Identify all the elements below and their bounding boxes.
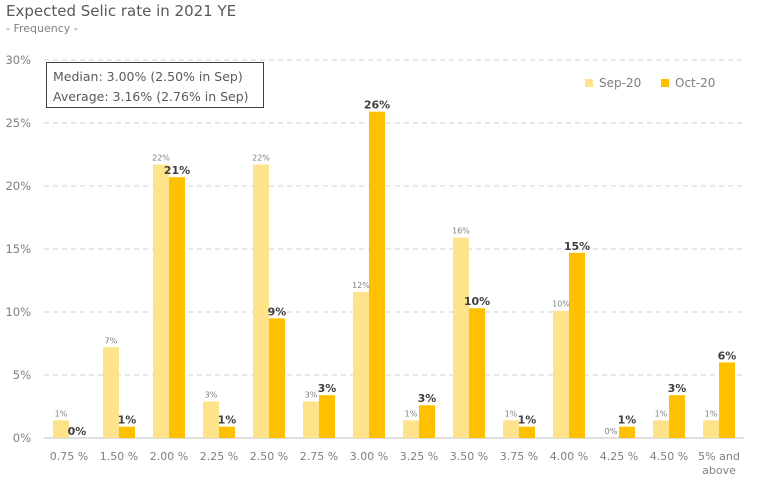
bar-sep xyxy=(453,237,469,438)
y-tick-label: 5% xyxy=(13,368,31,382)
data-label-sep: 1% xyxy=(655,409,668,418)
data-label-sep: 22% xyxy=(152,154,170,163)
bar-oct xyxy=(519,426,535,438)
data-label-sep: 1% xyxy=(705,409,718,418)
y-tick-label: 30% xyxy=(5,53,31,67)
legend-item-sep: Sep-20 xyxy=(585,76,641,90)
x-tick-label: 1.50 % xyxy=(100,450,138,463)
bar-sep xyxy=(353,291,369,438)
stats-annotation-box: Median: 3.00% (2.50% in Sep) Average: 3.… xyxy=(46,62,264,108)
bar-sep xyxy=(553,310,569,438)
x-tick-label: 2.50 % xyxy=(250,450,288,463)
data-label-oct: 10% xyxy=(464,295,490,308)
bar-sep xyxy=(403,420,419,438)
data-label-sep: 1% xyxy=(55,409,68,418)
bar-oct xyxy=(669,395,685,438)
legend-swatch-sep xyxy=(585,79,593,87)
bar-sep xyxy=(53,420,69,438)
y-tick-label: 10% xyxy=(5,305,31,319)
data-label-sep: 3% xyxy=(305,390,318,399)
x-tick-label: 2.75 % xyxy=(300,450,338,463)
data-label-oct: 21% xyxy=(164,164,190,177)
chart-subtitle: - Frequency - xyxy=(6,22,78,35)
bar-sep xyxy=(153,164,169,438)
y-tick-label: 0% xyxy=(13,431,31,445)
x-tick-label: 3.75 % xyxy=(500,450,538,463)
x-tick-label: 3.00 % xyxy=(350,450,388,463)
bar-oct xyxy=(369,111,385,438)
x-tick-label: 4.25 % xyxy=(600,450,638,463)
legend-swatch-oct xyxy=(661,79,669,87)
data-label-sep: 1% xyxy=(505,409,518,418)
data-labels: 1%0%7%1%22%21%3%1%22%9%3% 3%12%26%1%3%16%… xyxy=(55,99,737,438)
y-tick-label: 15% xyxy=(5,242,31,256)
y-tick-label: 25% xyxy=(5,116,31,130)
bar-sep xyxy=(703,420,719,438)
data-label-sep: 16% xyxy=(452,227,470,236)
data-label-oct: 26% xyxy=(364,99,390,112)
data-label-sep: 3% xyxy=(205,390,218,399)
data-label-oct: 0% xyxy=(68,425,87,438)
data-label-oct: 15% xyxy=(564,240,590,253)
data-label-sep: 0% xyxy=(605,427,618,436)
bar-oct xyxy=(419,405,435,438)
data-label-sep: 1% xyxy=(405,409,418,418)
y-axis-ticks: 0% 5% 10% 15% 20% 25% 30% xyxy=(5,53,31,445)
bar-oct xyxy=(319,395,335,438)
data-label-oct: 3% xyxy=(418,392,437,405)
x-tick-label: 4.50 % xyxy=(650,450,688,463)
x-tick-label: 3.25 % xyxy=(400,450,438,463)
bar-oct xyxy=(469,308,485,438)
bar-sep xyxy=(103,347,119,438)
bar-sep xyxy=(303,401,319,438)
x-tick-label: 2.00 % xyxy=(150,450,188,463)
data-label-sep: 12% xyxy=(352,281,370,290)
data-label-oct: 6% xyxy=(718,349,737,362)
x-tick-label: 5% and above xyxy=(698,450,740,477)
data-label-sep: 22% xyxy=(252,154,270,163)
bar-oct xyxy=(119,426,135,438)
bar-sep xyxy=(653,420,669,438)
bars xyxy=(53,111,735,438)
bar-oct xyxy=(269,318,285,438)
bar-oct xyxy=(569,252,585,438)
data-label-sep: 10% xyxy=(552,300,570,309)
bar-sep xyxy=(253,164,269,438)
median-annotation: Median: 3.00% (2.50% in Sep) xyxy=(53,69,243,84)
y-tick-label: 20% xyxy=(5,179,31,193)
legend-label-oct: Oct-20 xyxy=(675,76,716,90)
chart-title: Expected Selic rate in 2021 YE xyxy=(6,2,237,20)
data-label-oct: 3% xyxy=(668,382,687,395)
x-tick-label: 0.75 % xyxy=(50,450,88,463)
data-label-oct: 1% xyxy=(118,414,137,427)
gridlines xyxy=(44,59,744,439)
x-tick-label: 4.00 % xyxy=(550,450,588,463)
x-axis-ticks: 0.75 % 1.50 % 2.00 % 2.25 % 2.50 % 2.75 % 3.00… xyxy=(50,450,740,477)
data-label-oct: 1% xyxy=(218,414,237,427)
bar-oct xyxy=(619,426,635,438)
data-label-oct: 1% xyxy=(518,414,537,427)
x-tick-label: 3.50 % xyxy=(450,450,488,463)
legend-item-oct: Oct-20 xyxy=(661,76,715,90)
bar-oct xyxy=(719,362,735,438)
data-label-sep: 7% xyxy=(105,336,118,345)
bar-oct xyxy=(169,177,185,438)
data-label-oct: 1% xyxy=(618,414,637,427)
bar-sep xyxy=(203,401,219,438)
bar-sep xyxy=(503,420,519,438)
average-annotation: Average: 3.16% (2.76% in Sep) xyxy=(53,89,249,104)
legend-label-sep: Sep-20 xyxy=(599,76,642,90)
data-label-oct: 9% xyxy=(268,305,287,318)
data-label-oct: 3% xyxy=(318,382,337,395)
bar-oct xyxy=(219,426,235,438)
x-tick-label: 2.25 % xyxy=(200,450,238,463)
